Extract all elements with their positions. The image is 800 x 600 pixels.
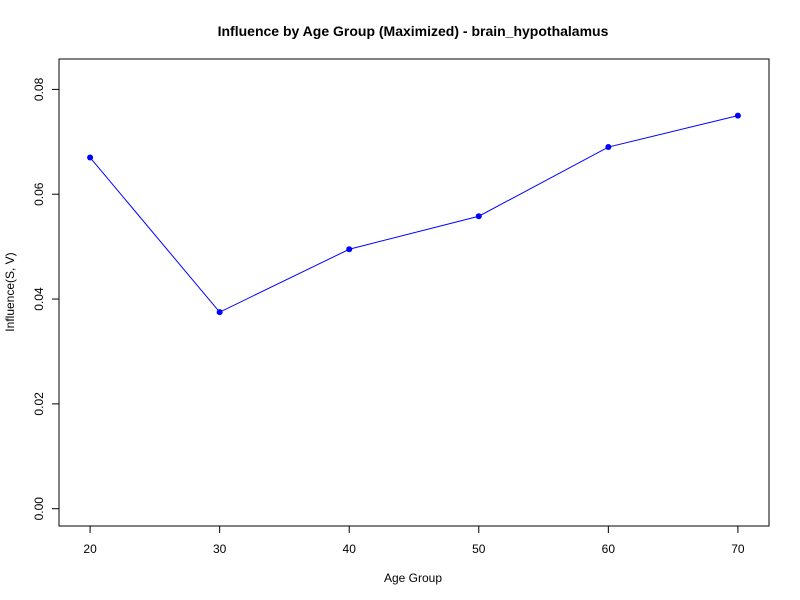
x-tick-label: 20 <box>83 542 97 556</box>
x-tick-label: 50 <box>472 542 486 556</box>
y-tick-label: 0.08 <box>32 77 46 101</box>
y-tick-label: 0.06 <box>32 182 46 206</box>
y-tick-label: 0.02 <box>32 392 46 416</box>
y-axis: 0.00 0.02 0.04 0.06 0.08 <box>32 77 60 521</box>
data-point <box>216 309 223 316</box>
series-line <box>89 115 739 313</box>
data-point <box>346 246 353 253</box>
data-point <box>87 154 94 161</box>
data-point <box>475 213 482 220</box>
x-axis: 20 30 40 50 60 70 <box>83 525 745 556</box>
chart-title: Influence by Age Group (Maximized) - bra… <box>218 23 609 39</box>
x-tick-label: 40 <box>343 542 357 556</box>
plot-area-border <box>58 58 770 527</box>
x-tick-label: 30 <box>213 542 227 556</box>
data-point <box>734 112 741 119</box>
data-point <box>605 144 612 151</box>
x-tick-label: 70 <box>731 542 745 556</box>
x-tick-label: 60 <box>602 542 616 556</box>
y-tick-label: 0.00 <box>32 497 46 521</box>
series-layer <box>87 112 741 316</box>
y-axis-label: Influence(S, V) <box>3 252 17 331</box>
x-axis-label: Age Group <box>384 571 442 585</box>
y-tick-label: 0.04 <box>32 287 46 311</box>
